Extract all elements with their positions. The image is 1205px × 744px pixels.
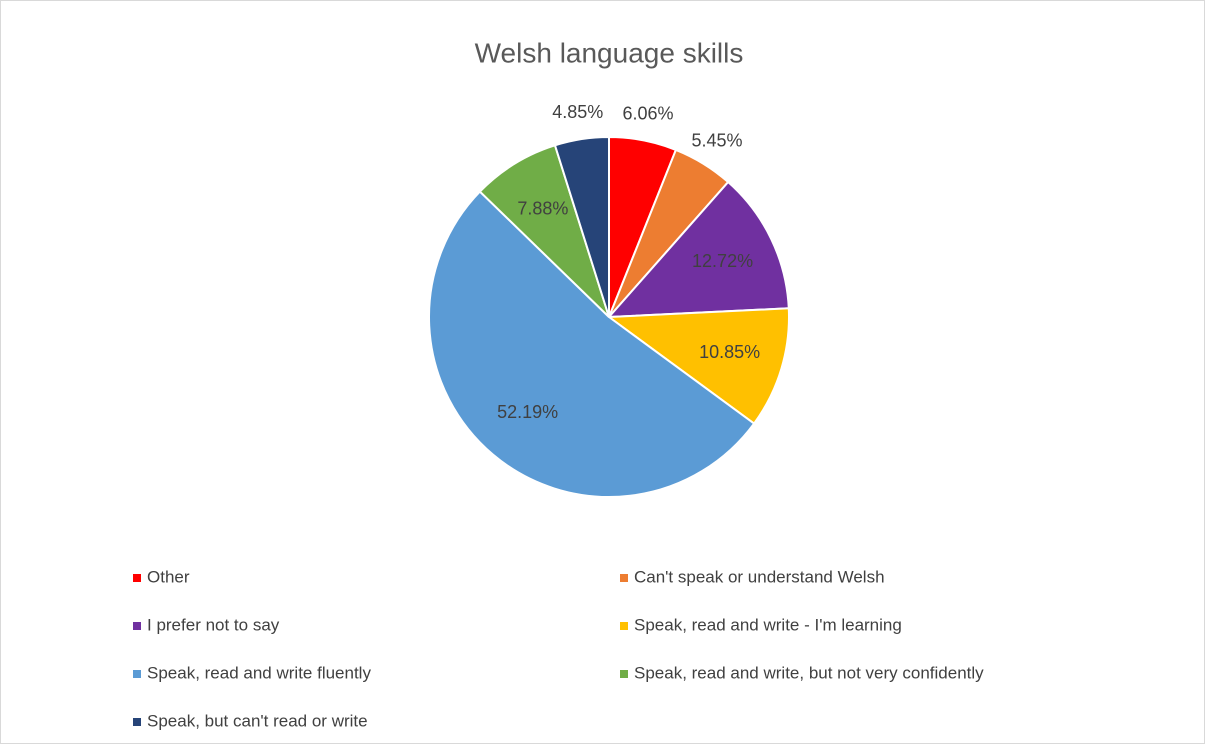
pie-slice	[553, 135, 610, 318]
legend-label: Speak, but can't read or write	[147, 711, 368, 730]
legend-swatch	[620, 574, 628, 582]
pie-slice	[606, 180, 790, 319]
legend-swatch	[133, 718, 141, 726]
legend-swatch	[620, 670, 628, 678]
legend-label: Speak, read and write - I'm learning	[634, 615, 902, 634]
data-label: 7.88%	[517, 198, 568, 218]
legend-label: Can't speak or understand Welsh	[634, 567, 885, 586]
legend-label: Other	[147, 567, 190, 586]
legend-swatch	[133, 622, 141, 630]
data-label: 10.85%	[699, 342, 760, 362]
pie-slice	[428, 190, 756, 498]
legend-label: Speak, read and write, but not very conf…	[634, 663, 984, 682]
pie-slice	[606, 307, 790, 425]
data-label: 6.06%	[622, 103, 673, 123]
legend-label: Speak, read and write fluently	[147, 663, 371, 682]
data-label: 5.45%	[691, 130, 742, 150]
legend-label: I prefer not to say	[147, 615, 280, 634]
data-label: 12.72%	[692, 251, 753, 271]
legend-swatch	[620, 622, 628, 630]
chart-title: Welsh language skills	[475, 37, 744, 68]
legend-swatch	[133, 670, 141, 678]
data-label: 52.19%	[497, 402, 558, 422]
legend-swatch	[133, 574, 141, 582]
data-label: 4.85%	[552, 102, 603, 122]
